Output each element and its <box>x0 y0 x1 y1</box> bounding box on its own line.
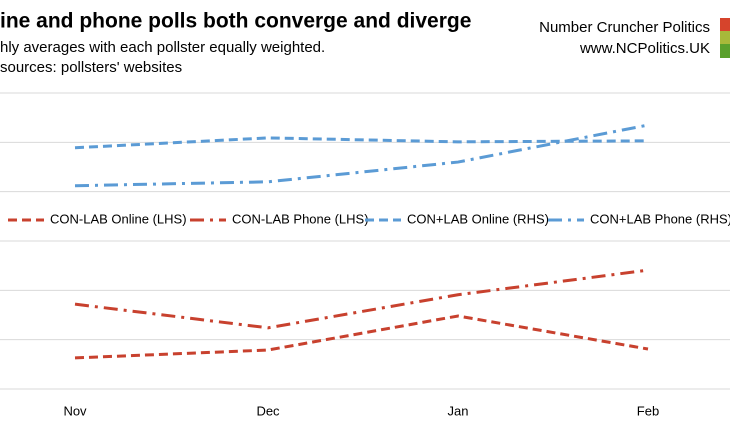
logo-block <box>720 18 730 31</box>
series-line <box>74 123 649 188</box>
legend-label: CON+LAB Online (RHS) <box>407 211 549 226</box>
chart-source: sources: pollsters' websites <box>0 59 182 76</box>
x-tick-label: Nov <box>63 403 87 418</box>
series-line <box>74 314 649 360</box>
legend-label: CON-LAB Phone (LHS) <box>232 211 369 226</box>
logo-block <box>720 31 730 44</box>
series-line <box>74 268 649 330</box>
brand-url: www.NCPolitics.UK <box>579 40 710 57</box>
legend-label: CON-LAB Online (LHS) <box>50 211 187 226</box>
brand-name: Number Cruncher Politics <box>539 19 710 36</box>
x-tick-label: Jan <box>448 403 469 418</box>
x-tick-label: Feb <box>637 403 659 418</box>
chart-title: ine and phone polls both converge and di… <box>0 10 471 33</box>
x-tick-label: Dec <box>256 403 280 418</box>
logo-block <box>720 44 730 58</box>
series-line <box>74 136 649 150</box>
legend-label: CON+LAB Phone (RHS) <box>590 211 730 226</box>
chart-subtitle: hly averages with each pollster equally … <box>0 39 325 56</box>
